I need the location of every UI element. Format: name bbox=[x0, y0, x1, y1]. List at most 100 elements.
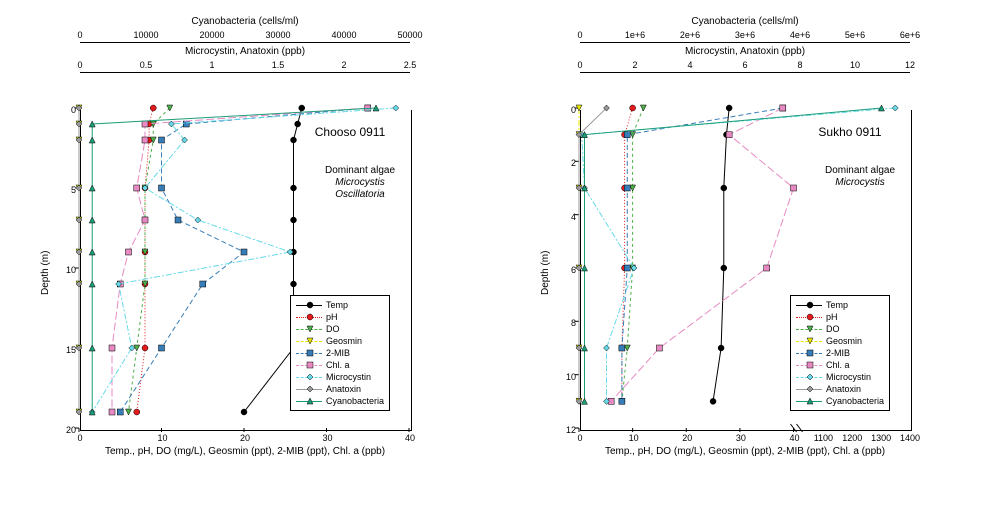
y-tick: 12 bbox=[558, 425, 576, 435]
panel-annotation: Microcystis bbox=[300, 177, 420, 188]
series-line-ph bbox=[137, 108, 154, 412]
series-marker-ph bbox=[630, 105, 636, 111]
series-marker-ph bbox=[142, 345, 148, 351]
x-top1-tick: 8 bbox=[790, 60, 810, 70]
x-top2-tick: 30000 bbox=[260, 30, 296, 40]
x-top1-tick: 0 bbox=[70, 60, 90, 70]
x-top2-tick: 10000 bbox=[128, 30, 164, 40]
legend-item-microcystin: Microcystin bbox=[796, 371, 884, 383]
series-marker-mib bbox=[183, 121, 189, 127]
x-top1-tick: 0 bbox=[570, 60, 590, 70]
x-top2-tick: 50000 bbox=[392, 30, 428, 40]
y-tick: 15 bbox=[58, 345, 76, 355]
series-line-do bbox=[622, 108, 643, 401]
series-marker-temp bbox=[291, 217, 297, 223]
series-marker-cyano bbox=[89, 137, 95, 143]
top-axis-2 bbox=[580, 42, 910, 43]
series-marker-cyano bbox=[89, 345, 95, 351]
series-marker-chla bbox=[791, 185, 797, 191]
series-marker-temp bbox=[710, 398, 716, 404]
series-marker-chla bbox=[780, 105, 786, 111]
series-marker-chla bbox=[109, 409, 115, 415]
panel-annotation: Dominant algae bbox=[800, 165, 920, 176]
legend-item-cyano: Cyanobacteria bbox=[296, 395, 384, 407]
series-marker-mib bbox=[619, 345, 625, 351]
series-line-chla bbox=[611, 108, 793, 401]
series-marker-cyano bbox=[582, 345, 588, 351]
x-top1-tick: 1 bbox=[202, 60, 222, 70]
x-bottom-label: Temp., pH, DO (mg/L), Geosmin (ppt), 2-M… bbox=[580, 446, 910, 457]
x-bottom-tick: 40 bbox=[787, 433, 803, 443]
legend-item-cyano: Cyanobacteria bbox=[796, 395, 884, 407]
series-marker-cyano bbox=[89, 249, 95, 255]
series-marker-chla bbox=[764, 265, 770, 271]
series-marker-do bbox=[630, 132, 636, 138]
x-top1-tick: 4 bbox=[680, 60, 700, 70]
y-tick: 6 bbox=[558, 265, 576, 275]
legend-item-anatoxin: Anatoxin bbox=[796, 383, 884, 395]
panel-annotation: Microcystis bbox=[800, 177, 920, 188]
series-marker-chla bbox=[142, 137, 148, 143]
series-marker-temp bbox=[718, 345, 724, 351]
x-top1-tick: 2 bbox=[625, 60, 645, 70]
x-top2-tick: 3e+6 bbox=[727, 30, 763, 40]
x-bottom-tick: 1200 bbox=[840, 433, 864, 443]
legend-item-geosmin: Geosmin bbox=[796, 335, 884, 347]
x-top1-tick: 12 bbox=[900, 60, 920, 70]
legend: TemppHDOGeosmin2-MIBChl. aMicrocystinAna… bbox=[290, 295, 390, 411]
legend-item-temp: Temp bbox=[796, 299, 884, 311]
legend-label: Chl. a bbox=[826, 359, 850, 371]
legend-label: pH bbox=[826, 311, 838, 323]
series-marker-microcystin bbox=[393, 105, 399, 111]
series-marker-mib bbox=[624, 265, 630, 271]
series-marker-do bbox=[624, 345, 630, 351]
series-marker-microcystin bbox=[129, 345, 135, 351]
legend-label: Microcystin bbox=[826, 371, 871, 383]
series-marker-microcystin bbox=[892, 105, 898, 111]
series-marker-chla bbox=[656, 345, 662, 351]
series-marker-mib bbox=[619, 398, 625, 404]
series-marker-mib bbox=[200, 281, 206, 287]
x-bottom-tick: 10 bbox=[626, 433, 642, 443]
legend-label: DO bbox=[826, 323, 840, 335]
x-top2-label: Cyanobacteria (cells/ml) bbox=[80, 16, 410, 27]
series-marker-mib bbox=[159, 345, 165, 351]
panel-title: Chooso 0911 bbox=[300, 125, 400, 139]
series-marker-chla bbox=[109, 345, 115, 351]
series-marker-temp bbox=[726, 105, 732, 111]
y-tick: 5 bbox=[58, 185, 76, 195]
x-top1-tick: 2 bbox=[334, 60, 354, 70]
series-marker-chla bbox=[134, 185, 140, 191]
series-marker-do bbox=[630, 185, 636, 191]
legend-label: Cyanobacteria bbox=[826, 395, 884, 407]
x-bottom-tick: 30 bbox=[320, 433, 336, 443]
series-marker-cyano bbox=[582, 398, 588, 404]
x-bottom-tick: 10 bbox=[155, 433, 171, 443]
x-top2-tick: 20000 bbox=[194, 30, 230, 40]
x-bottom-tick: 20 bbox=[679, 433, 695, 443]
x-top1-tick: 10 bbox=[845, 60, 865, 70]
legend-item-ph: pH bbox=[796, 311, 884, 323]
series-marker-mib bbox=[624, 132, 630, 138]
series-line-temp bbox=[713, 108, 729, 401]
top-axis-1 bbox=[580, 72, 910, 73]
series-marker-microcystin bbox=[195, 217, 201, 223]
y-tick: 4 bbox=[558, 212, 576, 222]
series-marker-ph bbox=[150, 105, 156, 111]
top-axis-2 bbox=[80, 42, 410, 43]
legend-label: Chl. a bbox=[326, 359, 350, 371]
y-label: Depth (m) bbox=[540, 251, 551, 295]
series-marker-temp bbox=[241, 409, 247, 415]
x-bottom-tick: 30 bbox=[733, 433, 749, 443]
legend-label: DO bbox=[326, 323, 340, 335]
x-top1-tick: 2.5 bbox=[400, 60, 420, 70]
series-marker-do bbox=[640, 105, 646, 111]
x-top2-tick: 6e+6 bbox=[892, 30, 928, 40]
legend-label: Cyanobacteria bbox=[326, 395, 384, 407]
legend-item-mib: 2-MIB bbox=[296, 347, 384, 359]
legend-item-geosmin: Geosmin bbox=[296, 335, 384, 347]
series-line-do bbox=[129, 108, 170, 412]
series-marker-chla bbox=[726, 132, 732, 138]
y-tick: 8 bbox=[558, 318, 576, 328]
x-top2-tick: 0 bbox=[62, 30, 98, 40]
